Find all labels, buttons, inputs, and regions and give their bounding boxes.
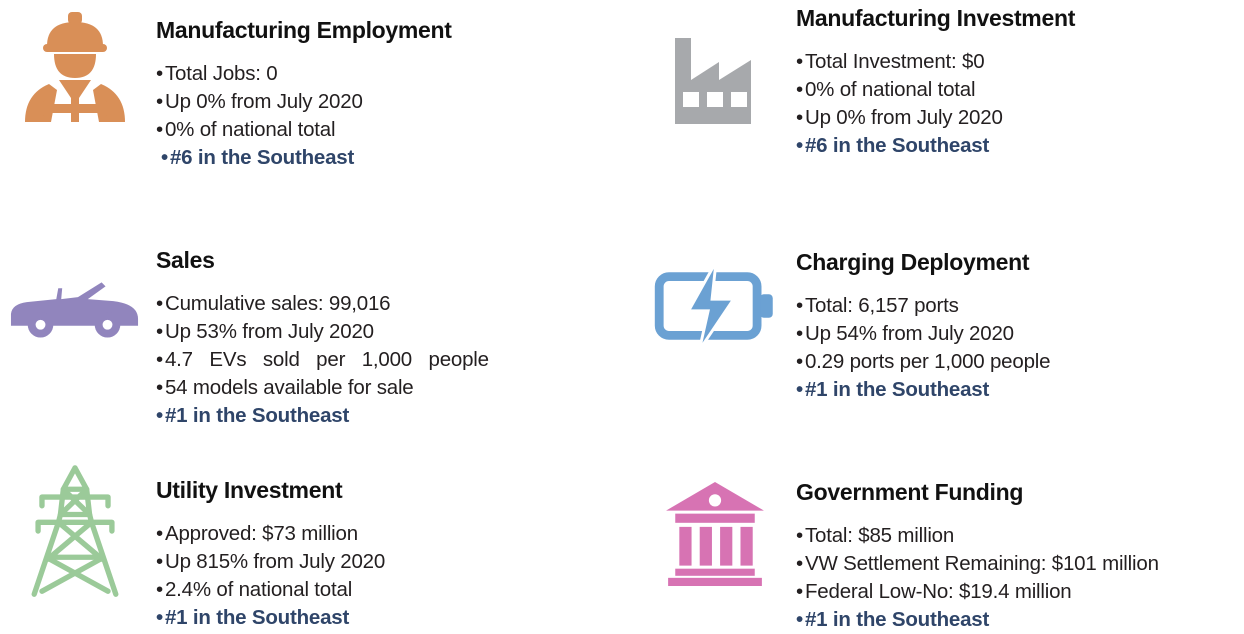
section-title: Sales: [156, 247, 215, 273]
stat-item: Total Investment: $0: [796, 48, 1244, 76]
stat-list: Total Jobs: 0 Up 0% from July 2020 0% of…: [156, 60, 622, 172]
section-title: Manufacturing Employment: [156, 17, 452, 43]
stat-list: Total Investment: $0 0% of national tota…: [796, 48, 1244, 160]
section-title: Utility Investment: [156, 477, 343, 503]
section-utility-investment: Utility Investment Approved: $73 million…: [0, 462, 622, 632]
section-manufacturing-investment: Manufacturing Investment Total Investmen…: [640, 2, 1244, 160]
transmission-tower-icon: [0, 462, 150, 600]
construction-worker-icon: [0, 10, 150, 124]
stat-item: Total: $85 million: [796, 522, 1244, 550]
stat-list: Cumulative sales: 99,016 Up 53% from Jul…: [156, 290, 622, 430]
rank-item: #6 in the Southeast: [796, 132, 1244, 160]
stat-item: 0% of national total: [156, 116, 622, 144]
rank-item: #1 in the Southeast: [156, 604, 622, 632]
stat-list: Total: 6,157 ports Up 54% from July 2020…: [796, 292, 1244, 404]
stat-item: Up 0% from July 2020: [796, 104, 1244, 132]
stat-item: 2.4% of national total: [156, 576, 622, 604]
stat-item: Up 54% from July 2020: [796, 320, 1244, 348]
section-manufacturing-employment: Manufacturing Employment Total Jobs: 0 U…: [0, 10, 622, 172]
rank-item: #1 in the Southeast: [796, 606, 1244, 634]
section-sales: Sales Cumulative sales: 99,016 Up 53% fr…: [0, 238, 622, 430]
stat-item: 4.7 EVs sold per 1,000 people: [156, 346, 622, 374]
section-charging-deployment: Charging Deployment Total: 6,157 ports U…: [640, 240, 1244, 404]
stat-item: Up 53% from July 2020: [156, 318, 622, 346]
government-building-icon: [640, 464, 790, 586]
stat-item: Up 0% from July 2020: [156, 88, 622, 116]
stat-list: Approved: $73 million Up 815% from July …: [156, 520, 622, 632]
section-title: Government Funding: [796, 479, 1024, 505]
stat-list: Total: $85 million VW Settlement Remaini…: [796, 522, 1244, 634]
section-title: Manufacturing Investment: [796, 5, 1076, 31]
factory-icon: [640, 2, 790, 132]
stat-item: Cumulative sales: 99,016: [156, 290, 622, 318]
stat-item: Up 815% from July 2020: [156, 548, 622, 576]
stat-item: 0.29 ports per 1,000 people: [796, 348, 1244, 376]
stat-item: 0% of national total: [796, 76, 1244, 104]
stat-item: Total Jobs: 0: [156, 60, 622, 88]
stat-item: Total: 6,157 ports: [796, 292, 1244, 320]
section-title: Charging Deployment: [796, 249, 1030, 275]
stat-item: Approved: $73 million: [156, 520, 622, 548]
charging-battery-icon: [640, 240, 790, 352]
section-government-funding: Government Funding Total: $85 million VW…: [640, 464, 1244, 634]
stat-item: Federal Low-No: $19.4 million: [796, 578, 1244, 606]
rank-item: #6 in the Southeast: [156, 144, 622, 172]
stat-item: 54 models available for sale: [156, 374, 622, 402]
rank-item: #1 in the Southeast: [156, 402, 622, 430]
convertible-car-icon: [0, 238, 150, 340]
rank-item: #1 in the Southeast: [796, 376, 1244, 404]
stat-item: VW Settlement Remaining: $101 million: [796, 550, 1244, 578]
